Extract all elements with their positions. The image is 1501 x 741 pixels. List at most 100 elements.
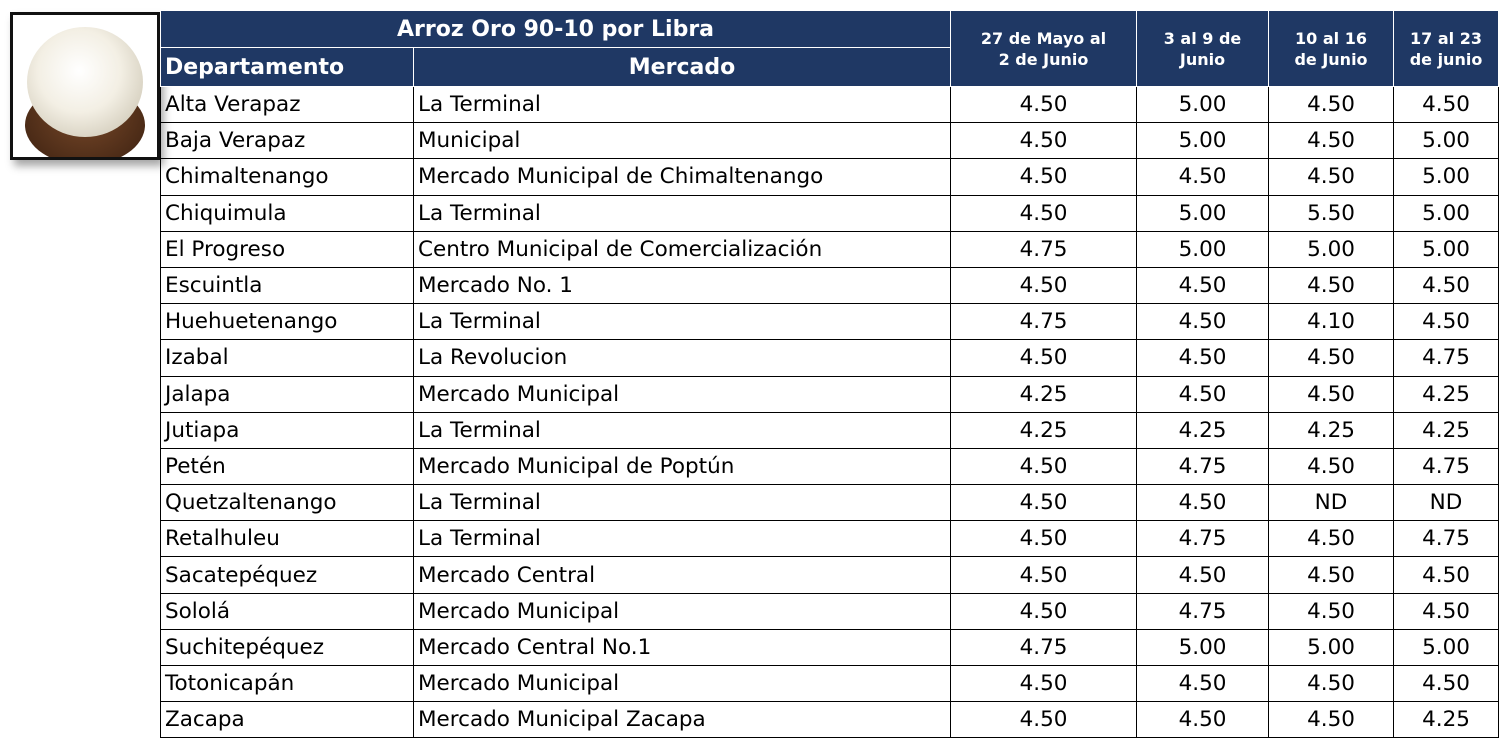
text-cell: Sololá xyxy=(161,593,414,629)
period-line: de junio xyxy=(1398,49,1494,70)
price-cell: 4.50 xyxy=(951,702,1137,738)
price-cell: 4.25 xyxy=(951,412,1137,448)
text-cell: Alta Verapaz xyxy=(161,87,414,123)
price-cell: 4.75 xyxy=(1394,521,1499,557)
text-cell: Zacapa xyxy=(161,702,414,738)
text-cell: Municipal xyxy=(414,123,951,159)
price-cell: 4.50 xyxy=(951,123,1137,159)
price-cell: 4.50 xyxy=(1137,666,1269,702)
price-cell: 4.75 xyxy=(951,231,1137,267)
price-cell: 4.50 xyxy=(951,267,1137,303)
price-cell: 5.00 xyxy=(1137,123,1269,159)
price-cell: 4.50 xyxy=(1269,159,1394,195)
price-cell: 4.50 xyxy=(1137,159,1269,195)
text-cell: Mercado Central xyxy=(414,557,951,593)
price-cell: 4.50 xyxy=(1269,666,1394,702)
price-cell: 4.50 xyxy=(1137,267,1269,303)
price-cell: 5.00 xyxy=(1269,629,1394,665)
price-cell: 4.25 xyxy=(1394,702,1499,738)
price-cell: 4.25 xyxy=(1137,412,1269,448)
price-cell: 5.00 xyxy=(1394,195,1499,231)
price-cell: 4.50 xyxy=(951,521,1137,557)
price-cell: 4.50 xyxy=(1394,593,1499,629)
price-cell: 5.00 xyxy=(1137,231,1269,267)
price-cell: 4.50 xyxy=(951,485,1137,521)
text-cell: Mercado Central No.1 xyxy=(414,629,951,665)
text-cell: Mercado Municipal xyxy=(414,593,951,629)
price-cell: 5.00 xyxy=(1269,231,1394,267)
text-cell: Escuintla xyxy=(161,267,414,303)
period-line: 10 al 16 xyxy=(1273,28,1389,49)
text-cell: Petén xyxy=(161,448,414,484)
text-cell: Izabal xyxy=(161,340,414,376)
text-cell: Mercado Municipal de Poptún xyxy=(414,448,951,484)
price-cell: 4.50 xyxy=(1269,521,1394,557)
price-cell: 4.50 xyxy=(1137,340,1269,376)
price-cell: 4.50 xyxy=(1269,267,1394,303)
price-cell: 4.75 xyxy=(1137,448,1269,484)
text-cell: La Terminal xyxy=(414,521,951,557)
price-cell: 5.00 xyxy=(1394,231,1499,267)
text-cell: Suchitepéquez xyxy=(161,629,414,665)
column-header: Mercado xyxy=(414,48,951,87)
price-cell: 4.50 xyxy=(951,448,1137,484)
price-cell: 4.50 xyxy=(1269,123,1394,159)
price-cell: 4.50 xyxy=(951,195,1137,231)
text-cell: Baja Verapaz xyxy=(161,123,414,159)
price-cell: 4.50 xyxy=(951,593,1137,629)
price-cell: 4.75 xyxy=(951,304,1137,340)
price-cell: ND xyxy=(1394,485,1499,521)
price-cell: 4.50 xyxy=(1269,376,1394,412)
text-cell: Mercado No. 1 xyxy=(414,267,951,303)
price-cell: 4.50 xyxy=(1269,593,1394,629)
period-line: 17 al 23 xyxy=(1398,28,1494,49)
text-cell: Retalhuleu xyxy=(161,521,414,557)
price-cell: 4.50 xyxy=(1137,557,1269,593)
price-cell: 4.10 xyxy=(1269,304,1394,340)
price-cell: 5.00 xyxy=(1394,123,1499,159)
table-title: Arroz Oro 90-10 por Libra xyxy=(161,11,951,48)
price-cell: 5.00 xyxy=(1394,159,1499,195)
period-line: 2 de Junio xyxy=(955,49,1132,70)
price-cell: 4.50 xyxy=(1394,304,1499,340)
price-cell: 4.25 xyxy=(1269,412,1394,448)
price-cell: 4.25 xyxy=(1394,412,1499,448)
price-cell: 4.75 xyxy=(1137,521,1269,557)
text-cell: Jutiapa xyxy=(161,412,414,448)
text-cell: Jalapa xyxy=(161,376,414,412)
price-cell: 5.00 xyxy=(1137,87,1269,123)
price-cell: 4.50 xyxy=(1137,376,1269,412)
text-cell: Totonicapán xyxy=(161,666,414,702)
price-cell: 4.50 xyxy=(1137,702,1269,738)
price-cell: 5.00 xyxy=(1394,629,1499,665)
text-cell: La Revolucion xyxy=(414,340,951,376)
price-cell: 5.00 xyxy=(1137,195,1269,231)
price-cell: 4.50 xyxy=(951,87,1137,123)
price-cell: 4.75 xyxy=(1394,340,1499,376)
text-cell: Chimaltenango xyxy=(161,159,414,195)
period-line: 3 al 9 de xyxy=(1141,28,1264,49)
text-cell: Huehuetenango xyxy=(161,304,414,340)
text-cell: La Terminal xyxy=(414,87,951,123)
price-cell: 4.50 xyxy=(951,557,1137,593)
text-cell: Mercado Municipal xyxy=(414,376,951,412)
price-cell: ND xyxy=(1269,485,1394,521)
text-cell: Mercado Municipal xyxy=(414,666,951,702)
price-cell: 4.50 xyxy=(951,666,1137,702)
price-cell: 4.50 xyxy=(951,340,1137,376)
